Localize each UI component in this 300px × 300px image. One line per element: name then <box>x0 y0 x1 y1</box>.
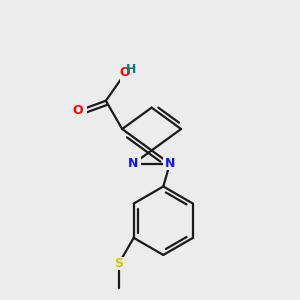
Text: S: S <box>115 257 124 270</box>
Bar <box>126 157 141 170</box>
Text: O: O <box>119 66 130 79</box>
Bar <box>163 157 177 170</box>
Text: H: H <box>126 63 136 76</box>
Text: O: O <box>72 104 83 117</box>
Bar <box>120 67 140 83</box>
Bar <box>111 257 127 270</box>
Text: N: N <box>165 157 175 170</box>
Text: N: N <box>128 157 139 170</box>
Bar <box>73 104 87 117</box>
